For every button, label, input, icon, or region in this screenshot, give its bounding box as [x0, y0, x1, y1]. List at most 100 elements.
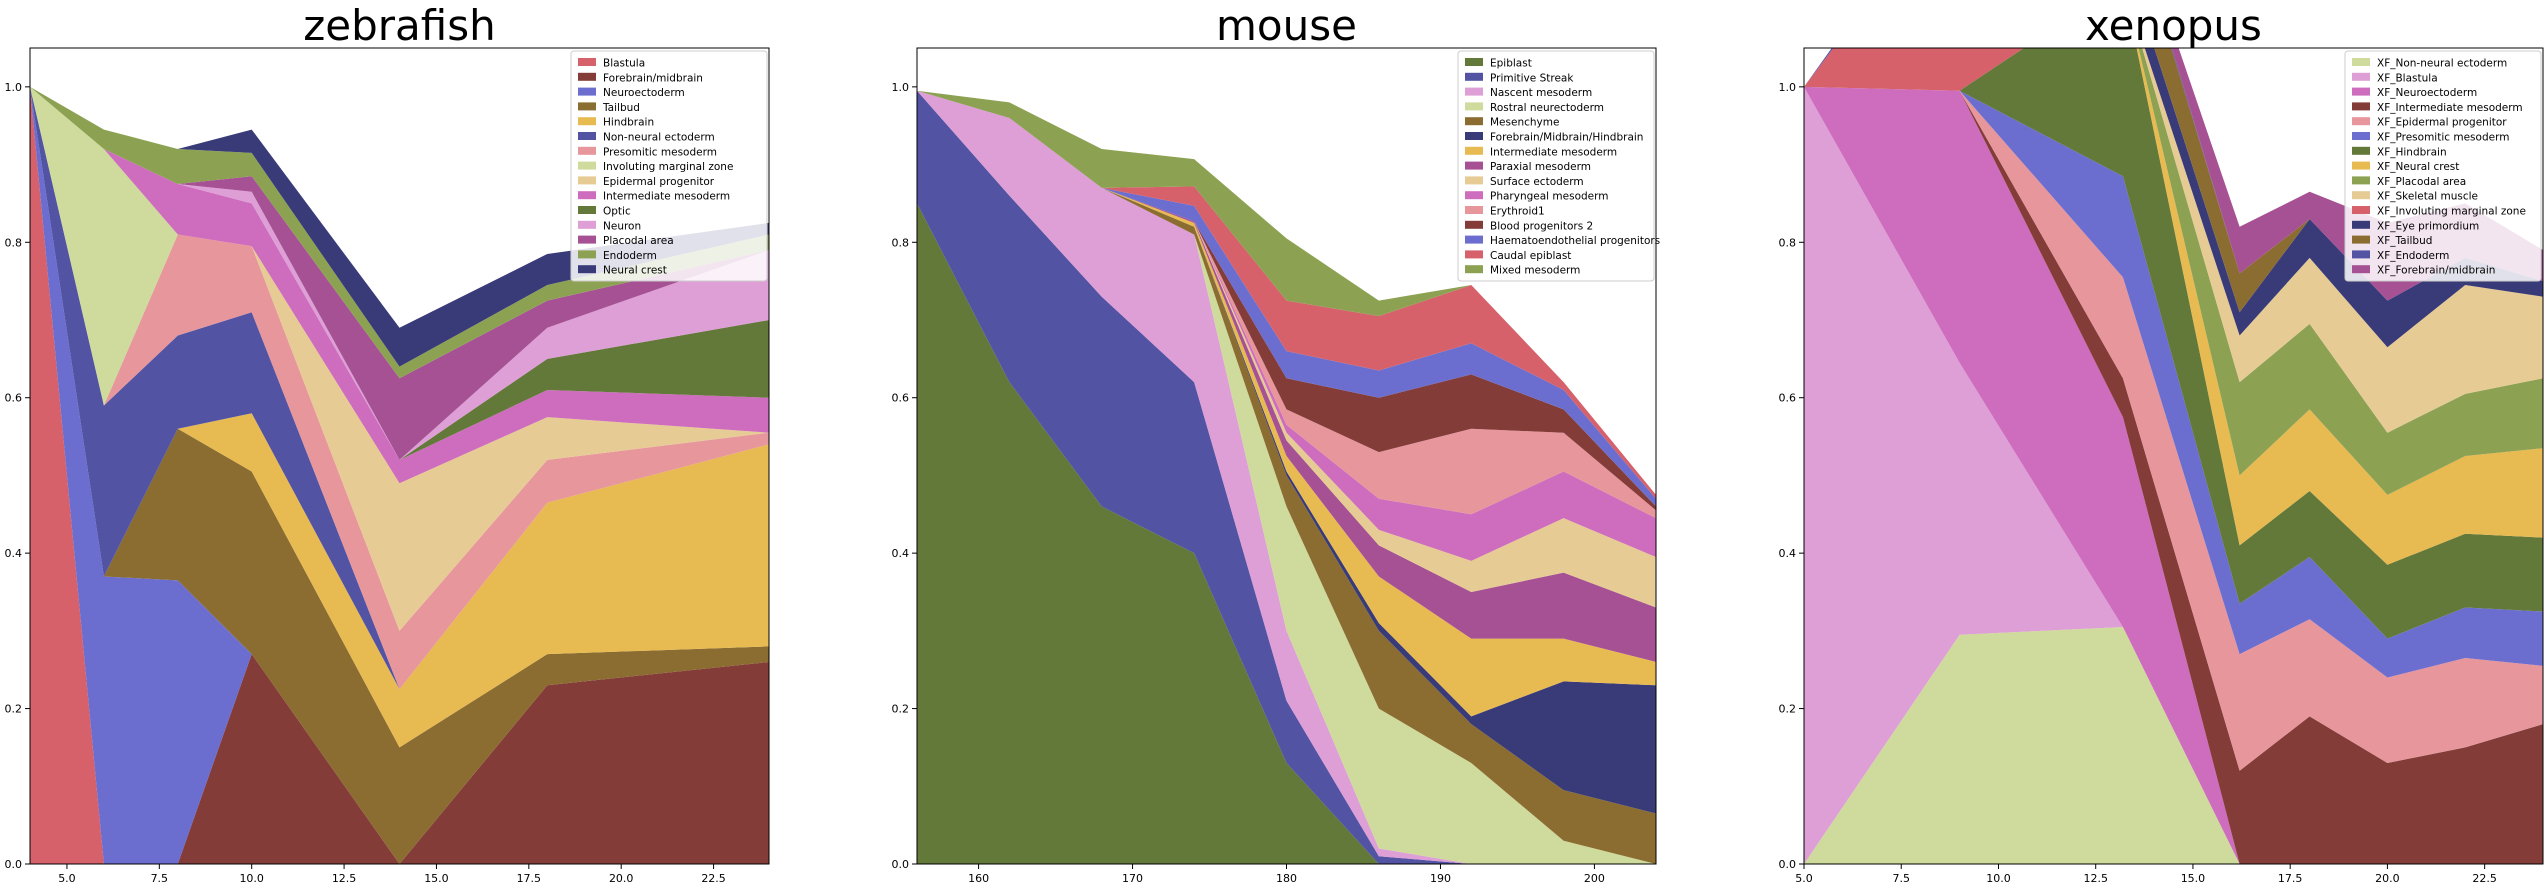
legend-label: XF_Forebrain/midbrain	[2377, 265, 2495, 277]
legend-label: XF_Endoderm	[2377, 250, 2449, 262]
area-xf-placodal-area	[1804, 48, 2543, 495]
legend-label: XF_Epidermal progenitor	[2377, 117, 2507, 129]
legend-swatch	[578, 58, 596, 66]
area-xf-blastula	[1804, 86, 2543, 864]
legend-label: Blood progenitors 2	[1490, 220, 1593, 232]
legend-label: Epiblast	[1490, 58, 1532, 70]
y-tick-label: 0.6	[1779, 392, 1797, 405]
y-tick-label: 0.8	[5, 236, 23, 249]
legend-swatch	[2352, 161, 2370, 170]
legend: Epiblast Primitive Streak Nascent mesoderm…	[1457, 50, 1660, 282]
legend-label: Hindbrain	[603, 117, 654, 129]
area-non-neural-ectoderm	[30, 86, 769, 690]
legend-swatch	[578, 176, 596, 185]
legend-swatch	[2352, 265, 2370, 274]
legend-label: Blastula	[603, 58, 645, 70]
legend-label: XF_Tailbud	[2377, 235, 2432, 247]
legend-swatch	[1465, 206, 1483, 214]
legend-box	[2344, 50, 2542, 282]
legend-swatch	[578, 235, 596, 244]
legend-swatch	[578, 250, 596, 259]
legend-swatch	[578, 206, 596, 214]
legend-swatch	[2352, 102, 2370, 111]
legend-label: Caudal epiblast	[1490, 250, 1571, 262]
legend-swatch	[1465, 117, 1483, 126]
x-tick-label: 10.0	[239, 872, 264, 885]
x-tick-label: 22.5	[2472, 872, 2497, 885]
legend-label: Neuroectoderm	[603, 87, 685, 99]
legend-swatch	[2352, 250, 2370, 259]
legend-label: Surface ectoderm	[1490, 176, 1584, 188]
legend-swatch	[2352, 235, 2370, 244]
legend-label: Epidermal progenitor	[603, 176, 715, 188]
legend-label: Nascent mesoderm	[1490, 87, 1592, 99]
area-optic	[30, 86, 769, 460]
y-tick-label: 0.0	[1779, 858, 1797, 871]
y-tick-label: 0.6	[5, 392, 23, 405]
legend-swatch	[1465, 146, 1483, 155]
area-xf-involuting-marginal-zone	[1804, 48, 2543, 348]
legend-swatch	[1465, 102, 1483, 111]
y-tick-label: 1.0	[892, 81, 910, 94]
y-tick-label: 0.8	[1779, 236, 1797, 249]
area-xf-intermediate-mesoderm	[1804, 86, 2543, 864]
area-xf-skeletal-muscle	[1804, 48, 2543, 433]
area-hindbrain	[30, 86, 769, 748]
x-tick-label: 5.0	[1795, 872, 1813, 885]
legend-swatch	[1465, 72, 1483, 81]
area-endoderm	[30, 86, 769, 379]
legend-swatch	[2352, 220, 2370, 229]
chart-panel-xenopus: xenopus 5.0 7.5 10.0 12.5 15.0 17.5 20.0 22.5 0.0…	[1779, 1, 2544, 885]
legend-swatch	[1465, 191, 1483, 200]
area-intermediate-mesoderm	[917, 90, 1656, 717]
legend-label: Pharyngeal mesoderm	[1490, 191, 1609, 203]
legend-label: Optic	[603, 206, 631, 218]
y-tick-label: 0.2	[892, 703, 910, 716]
chart-title: mouse	[1216, 1, 1357, 50]
legend-swatch	[578, 220, 596, 229]
legend-label: XF_Skeletal muscle	[2377, 191, 2478, 203]
legend-swatch	[578, 191, 596, 200]
plot-frame	[29, 47, 770, 865]
area-epidermal-progenitor	[30, 86, 769, 631]
y-tick-label: 0.6	[892, 392, 910, 405]
x-tick-label: 160	[968, 872, 989, 885]
legend-swatch	[2352, 117, 2370, 126]
legend-label: Forebrain/midbrain	[603, 72, 703, 84]
legend-swatch	[1465, 132, 1483, 140]
legend-label: XF_Eye primordium	[2377, 220, 2479, 232]
legend-swatch	[578, 265, 596, 274]
area-mixed-mesoderm	[917, 90, 1656, 495]
legend-label: Involuting marginal zone	[603, 161, 733, 173]
y-tick-label: 0.0	[892, 858, 910, 871]
area-nascent-mesoderm	[917, 90, 1656, 864]
legend-swatch	[2352, 206, 2370, 214]
legend-swatch	[578, 72, 596, 81]
x-tick-label: 7.5	[151, 872, 169, 885]
legend-label: XF_Neural crest	[2377, 161, 2459, 173]
legend-label: Intermediate mesoderm	[1490, 146, 1617, 158]
area-xf-hindbrain	[1804, 48, 2543, 639]
legend-swatch	[2352, 87, 2370, 96]
legend-swatch	[578, 117, 596, 126]
area-tailbud	[30, 86, 769, 864]
legend-label: Forebrain/Midbrain/Hindbrain	[1490, 132, 1643, 144]
legend-label: XF_Placodal area	[2377, 176, 2466, 188]
chart-title: xenopus	[2085, 1, 2262, 50]
legend-swatch	[578, 146, 596, 155]
legend-label: Neuron	[603, 220, 641, 232]
y-tick-label: 0.4	[892, 547, 910, 560]
legend-label: Haematoendothelial progenitors	[1490, 235, 1660, 247]
x-tick-label: 17.5	[517, 872, 542, 885]
plot-frame	[1803, 47, 2544, 865]
legend-label: Endoderm	[603, 250, 657, 262]
legend-label: XF_Blastula	[2377, 72, 2438, 84]
legend-swatch	[2352, 146, 2370, 155]
area-xf-non-neural-ectoderm	[1804, 626, 2543, 864]
legend-label: XF_Non-neural ectoderm	[2377, 58, 2507, 70]
area-forebrain-midbrain-hindbrain	[917, 90, 1656, 814]
area-primitive-streak	[917, 90, 1656, 864]
x-tick-label: 200	[1584, 872, 1605, 885]
area-xf-neural-crest	[1804, 48, 2543, 565]
legend-swatch	[578, 102, 596, 111]
